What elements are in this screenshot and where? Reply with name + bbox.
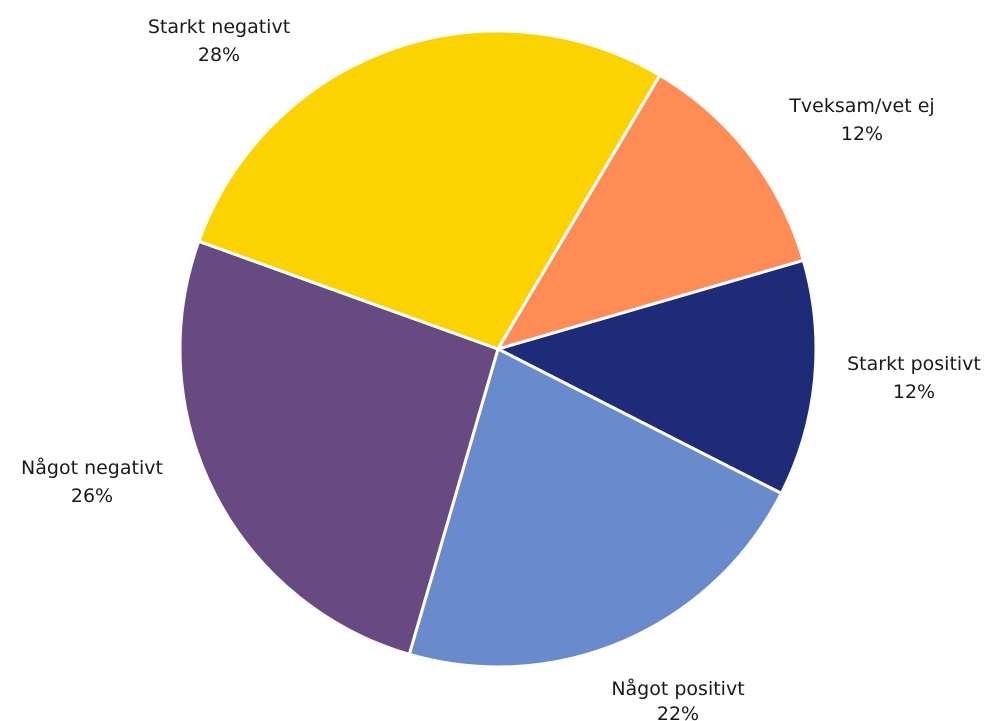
pie-slice-nagot-negativt: [178, 239, 500, 656]
slice-label-starkt-negativt: Starkt negativt: [148, 16, 290, 38]
slice-value-nagot-positivt: 22%: [657, 703, 699, 721]
slice-label-nagot-negativt: Något negativt: [21, 456, 163, 479]
slice-label-starkt-positivt: Starkt positivt: [847, 353, 981, 375]
slice-label-nagot-positivt: Något positivt: [611, 677, 744, 700]
pie-labels: Starkt positivt 12% Något positivt 22% N…: [21, 16, 981, 721]
pie-slice-tveksam-vet-ej: [496, 73, 805, 351]
slice-label-tveksam-vet-ej: Tveksam/vet ej: [788, 95, 934, 117]
slice-value-starkt-positivt: 12%: [893, 381, 935, 403]
slice-value-nagot-negativt: 26%: [71, 485, 113, 507]
slice-value-starkt-negativt: 28%: [198, 44, 240, 66]
pie-slices: [178, 29, 818, 669]
pie-slice-nagot-positivt: [407, 347, 783, 669]
slice-value-tveksam-vet-ej: 12%: [841, 123, 883, 145]
pie-slice-starkt-positivt: [496, 258, 818, 495]
